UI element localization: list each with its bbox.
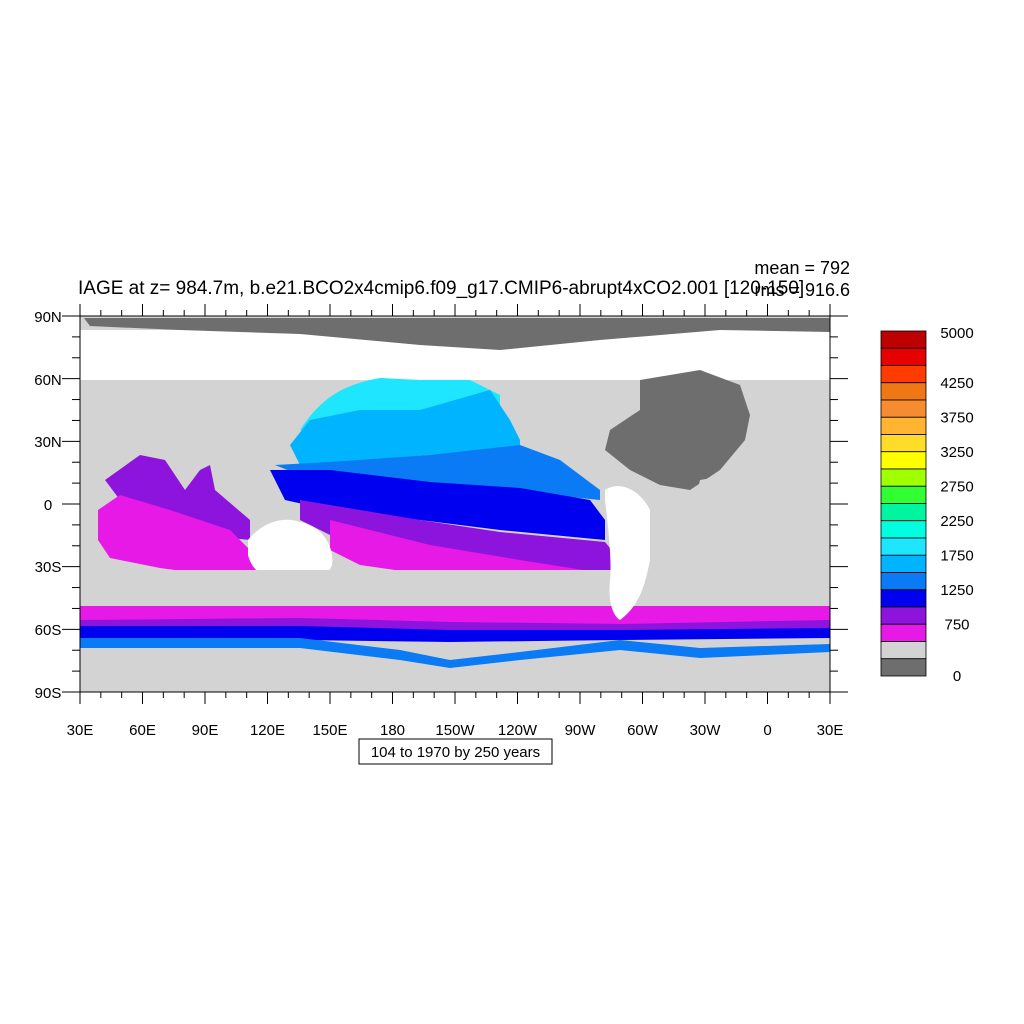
- rms-stat: rms = 916.6: [754, 280, 850, 300]
- colorbar-swatch: [880, 641, 927, 660]
- colorbar-label: 1250: [940, 582, 973, 599]
- southern-band-1250: [80, 638, 830, 668]
- colorbar-swatch: [880, 416, 927, 435]
- colorbar-swatch: [880, 554, 927, 573]
- colorbar-swatch: [880, 572, 927, 591]
- colorbar-label: 3750: [940, 409, 973, 426]
- colorbar-swatch: [880, 537, 927, 556]
- lat-label: 30S: [35, 559, 62, 576]
- lat-label: 60S: [35, 622, 62, 639]
- ocean-band-1500: [290, 390, 520, 465]
- map-ticks: [62, 304, 848, 704]
- colorbar-swatch: [880, 468, 927, 487]
- lon-label: 150W: [435, 722, 475, 739]
- colorbar-swatch: [880, 485, 927, 504]
- south-america-no-data: [605, 486, 650, 620]
- colorbar-swatch: [880, 623, 927, 642]
- north-atlantic-land: [605, 370, 750, 490]
- ocean-band-750-pacific: [300, 500, 620, 578]
- colorbar-swatch: [880, 606, 927, 625]
- colorbar-swatch: [880, 658, 927, 677]
- colorbar-label: 3250: [940, 444, 973, 461]
- colorbar-label: 4250: [940, 375, 973, 392]
- ocean-band-1000: [270, 470, 605, 540]
- colorbar-label: 0: [953, 668, 961, 685]
- lon-label: 0: [763, 722, 771, 739]
- lon-label: 30E: [817, 722, 844, 739]
- southern-band-750: [80, 618, 830, 632]
- australia: [248, 519, 333, 585]
- arctic-land: [84, 318, 830, 350]
- lat-labels: 90N 60N 30N 0 30S 60S 90S: [34, 309, 62, 702]
- colorbar-label: 5000: [940, 325, 973, 342]
- colorbar-swatch: [880, 451, 927, 470]
- lat-label: 90S: [35, 685, 62, 702]
- mean-stat: mean = 792: [754, 258, 850, 278]
- lat-label: 30N: [34, 434, 62, 451]
- lon-label: 30W: [690, 722, 722, 739]
- colorbar: 5000 4250 3750 3250 2750 2250 1750 1250 750 0: [880, 325, 974, 685]
- range-note-box: [358, 738, 553, 765]
- lon-label: 120W: [498, 722, 538, 739]
- colorbar-swatch: [880, 330, 927, 349]
- colorbar-label: 750: [944, 616, 969, 633]
- range-note: 104 to 1970 by 250 years: [358, 738, 553, 765]
- lon-label: 90W: [565, 722, 597, 739]
- colorbar-swatch: [880, 434, 927, 453]
- lon-label: 180: [380, 722, 405, 739]
- colorbar-swatch: [880, 382, 927, 401]
- southern-band-500: [80, 606, 830, 626]
- colorbar-swatch: [880, 399, 927, 418]
- plot-title: IAGE at z= 984.7m, b.e21.BCO2x4cmip6.f09…: [78, 278, 804, 299]
- lon-label: 90E: [192, 722, 219, 739]
- atlantic-south: [660, 470, 830, 605]
- colorbar-label: 1750: [940, 547, 973, 564]
- lon-label: 120E: [250, 722, 285, 739]
- lat-label: 60N: [34, 372, 62, 389]
- lat-label: 90N: [34, 309, 62, 326]
- colorbar-swatch: [880, 520, 927, 539]
- colorbar-swatch: [880, 347, 927, 366]
- ocean-band-500-indian: [98, 495, 270, 580]
- lon-label: 60E: [129, 722, 156, 739]
- lon-labels: 30E 60E 90E 120E 150E 180 150W 120W 90W …: [67, 722, 844, 739]
- colorbar-swatch: [880, 365, 927, 384]
- ocean-band-750-indian: [105, 455, 250, 540]
- colorbar-swatch: [880, 503, 927, 522]
- colorbar-swatch: [880, 589, 927, 608]
- lat-label: 0: [44, 497, 52, 514]
- colorbar-label: 2750: [940, 478, 973, 495]
- lon-label: 150E: [312, 722, 347, 739]
- range-note-text: 104 to 1970 by 250 years: [371, 744, 540, 761]
- lon-label: 30E: [67, 722, 94, 739]
- map-panel: [62, 304, 848, 704]
- lon-label: 60W: [627, 722, 659, 739]
- colorbar-label: 2250: [940, 513, 973, 530]
- ocean-band-1250: [275, 445, 600, 500]
